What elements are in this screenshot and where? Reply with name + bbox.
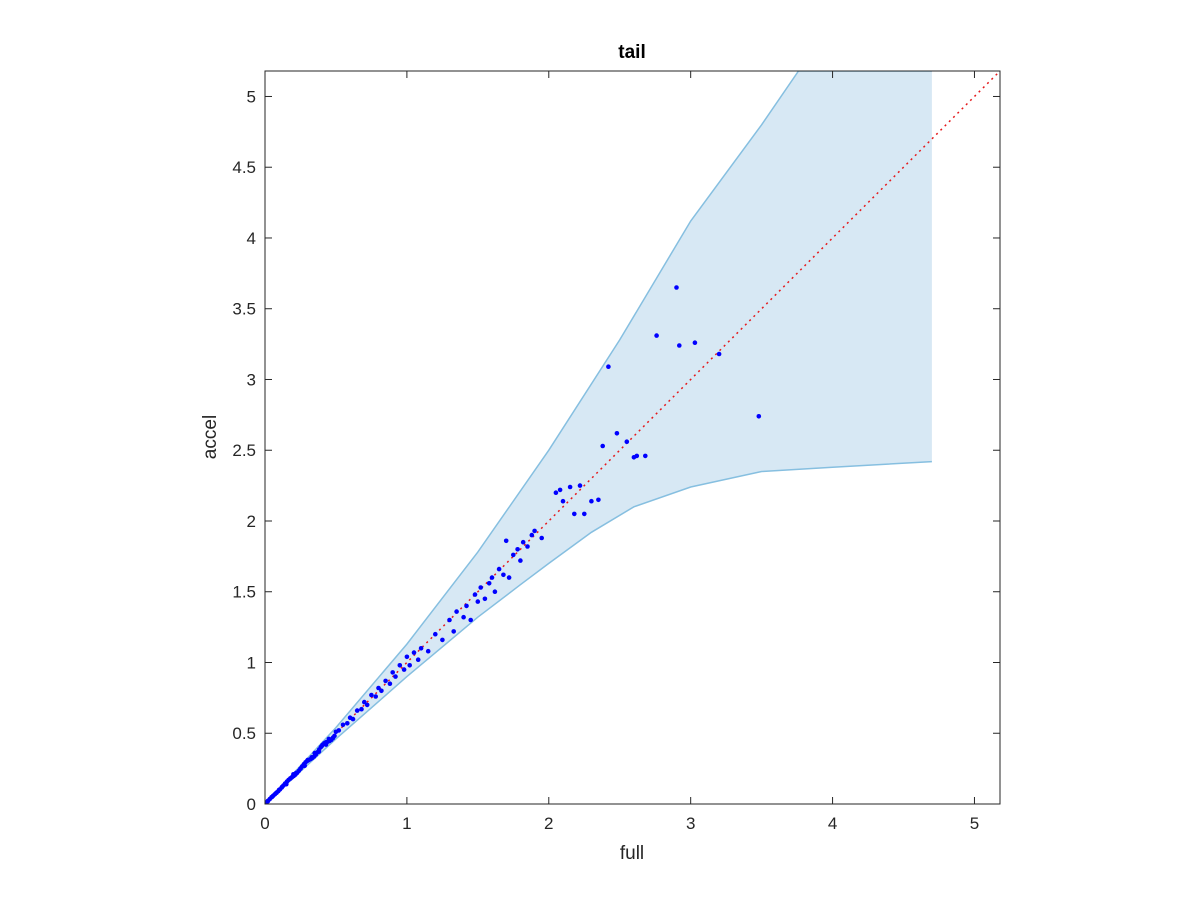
y-axis-label: accel — [200, 415, 221, 459]
x-tick-label: 3 — [686, 814, 695, 833]
band-lower-edge — [265, 460, 932, 804]
data-point — [447, 617, 452, 623]
data-point — [674, 285, 679, 290]
data-point — [383, 678, 388, 684]
data-point — [401, 667, 407, 672]
data-point — [692, 340, 698, 346]
data-point — [596, 497, 601, 503]
y-tick-label: 4.5 — [232, 158, 256, 177]
data-point — [345, 721, 350, 726]
data-point — [525, 544, 530, 549]
confidence-band — [265, 71, 932, 804]
reference-line — [265, 71, 1000, 804]
data-point — [478, 585, 484, 590]
data-point — [572, 511, 577, 517]
data-point — [486, 581, 492, 586]
data-point — [503, 538, 509, 544]
y-tick-label: 3.5 — [232, 300, 256, 319]
data-point — [624, 439, 630, 445]
data-point — [350, 716, 356, 722]
data-point — [468, 617, 474, 623]
data-point — [606, 364, 611, 370]
data-point — [387, 681, 393, 686]
data-point — [407, 663, 413, 668]
data-point — [614, 431, 620, 436]
y-tick-label: 5 — [247, 87, 256, 106]
data-point — [532, 528, 537, 534]
data-point — [404, 654, 410, 660]
data-point — [489, 575, 495, 580]
y-tick-label: 4 — [247, 229, 256, 248]
data-point — [716, 351, 722, 357]
data-point — [654, 333, 659, 338]
data-point — [515, 547, 520, 552]
data-point — [539, 535, 544, 541]
x-tick-label: 0 — [260, 814, 269, 833]
data-point — [589, 498, 594, 504]
data-point — [520, 539, 526, 545]
data-point — [634, 453, 640, 459]
y-tick-label: 0.5 — [232, 724, 256, 743]
data-point — [362, 699, 367, 705]
data-point — [454, 609, 459, 614]
data-point — [482, 596, 488, 602]
data-point — [475, 599, 481, 604]
data-point — [451, 629, 457, 634]
data-point — [582, 511, 587, 517]
data-point — [373, 694, 379, 699]
data-point — [600, 443, 605, 449]
data-point — [506, 575, 512, 580]
data-point — [418, 646, 424, 651]
data-point — [518, 558, 523, 563]
data-point — [440, 637, 445, 643]
data-point — [511, 552, 516, 558]
x-tick-label: 4 — [828, 814, 837, 833]
data-point — [379, 688, 384, 694]
data-point — [756, 414, 762, 419]
data-point — [364, 702, 370, 708]
data-point — [492, 589, 498, 594]
data-point — [472, 592, 478, 597]
data-point — [496, 566, 502, 572]
data-point — [425, 648, 431, 654]
data-point — [332, 733, 337, 739]
data-point — [560, 498, 566, 504]
plot-frame — [264, 70, 1001, 805]
data-point — [529, 532, 535, 538]
y-tick-label: 1.5 — [232, 583, 256, 602]
data-point — [677, 343, 682, 348]
data-point — [415, 657, 421, 662]
data-point — [354, 708, 360, 713]
data-point — [643, 453, 648, 459]
data-point — [336, 728, 342, 733]
data-point — [397, 663, 403, 668]
data-point — [553, 490, 559, 496]
data-point — [557, 487, 563, 493]
data-point — [464, 603, 469, 609]
chart-title: tail — [618, 42, 645, 63]
y-tick-label: 1 — [247, 653, 256, 672]
y-tick-label: 2.5 — [232, 441, 256, 460]
data-point — [577, 483, 583, 488]
data-point — [411, 650, 417, 655]
x-tick-label: 5 — [970, 814, 979, 833]
y-tick-label: 3 — [247, 370, 256, 389]
data-point — [369, 692, 374, 698]
band-upper-edge — [265, 71, 932, 804]
x-axis-label: full — [620, 843, 644, 864]
data-point — [390, 670, 396, 675]
x-tick-label: 2 — [544, 814, 553, 833]
data-point — [461, 614, 466, 620]
data-point — [501, 572, 506, 578]
data-point — [393, 674, 398, 679]
data-point — [340, 722, 346, 728]
data-point — [567, 484, 573, 490]
x-tick-label: 1 — [402, 814, 411, 833]
data-point — [433, 631, 438, 637]
data-point — [376, 685, 381, 691]
data-point — [359, 706, 364, 712]
y-tick-label: 0 — [247, 795, 256, 814]
y-tick-label: 2 — [247, 512, 256, 531]
